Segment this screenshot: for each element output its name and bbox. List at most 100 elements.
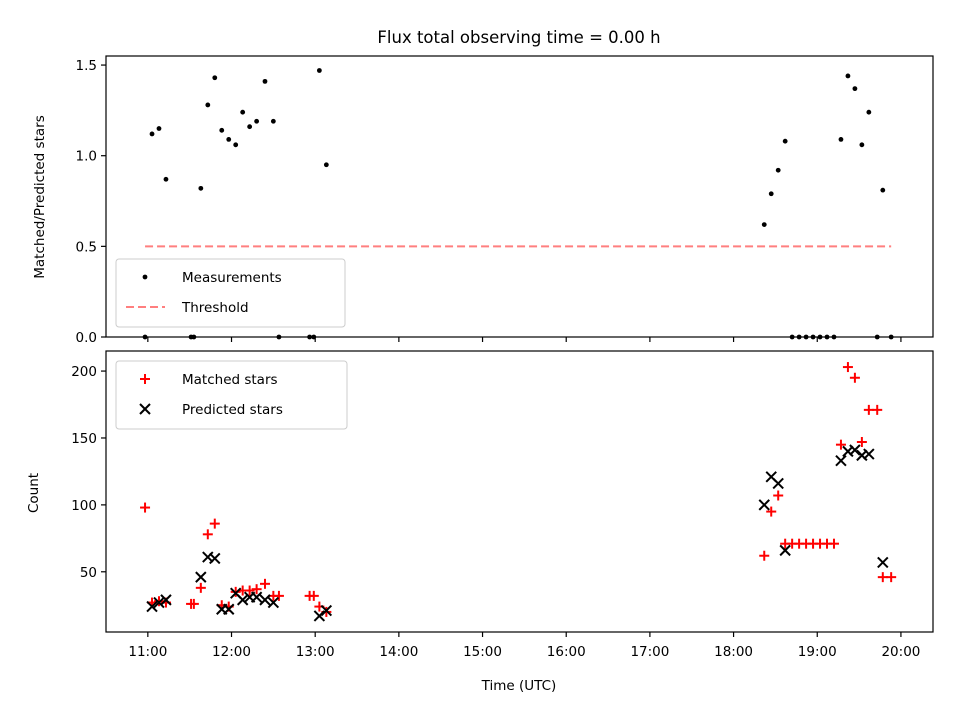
bottom-matched-point xyxy=(308,590,319,601)
top-point xyxy=(212,75,218,81)
bottom-predicted-point xyxy=(779,544,791,557)
bottom-matched-point xyxy=(886,572,897,583)
top-y-tick-label: 1.5 xyxy=(76,58,97,74)
top-point xyxy=(761,222,767,228)
bottom-predicted-point xyxy=(209,552,221,565)
bottom-legend: Matched stars Predicted stars xyxy=(115,360,348,430)
top-point xyxy=(316,68,322,73)
top-legend-dot-swatch xyxy=(142,274,148,280)
bottom-matched-point xyxy=(244,585,255,596)
bottom-predicted-point xyxy=(153,596,165,609)
bottom-predicted-point xyxy=(313,610,326,622)
bottom-plot-area xyxy=(140,362,897,622)
bottom-matched-point xyxy=(209,518,220,529)
top-point xyxy=(198,185,204,191)
bottom-predicted-point xyxy=(835,455,847,467)
bottom-predicted-point xyxy=(195,571,207,583)
bottom-series-0 xyxy=(140,362,897,617)
top-point xyxy=(775,167,781,173)
bottom-matched-point xyxy=(759,550,770,561)
top-point xyxy=(240,109,246,115)
bottom-predicted-point xyxy=(160,594,172,606)
bottom-y-tick-label: 100 xyxy=(71,498,97,514)
top-point xyxy=(149,131,155,137)
bottom-x-tick-label: 12:00 xyxy=(212,644,251,660)
bottom-predicted-point xyxy=(849,444,861,456)
bottom-matched-point xyxy=(202,529,213,540)
bottom-matched-point xyxy=(766,506,777,517)
bottom-predicted-point xyxy=(267,596,280,609)
bottom-legend-cross-swatch xyxy=(139,403,151,415)
top-point xyxy=(838,136,844,142)
top-point xyxy=(226,136,232,142)
bottom-predicted-point xyxy=(863,448,875,460)
top-point xyxy=(205,102,211,108)
bottom-matched-point xyxy=(140,502,151,513)
bottom-x-tick-label: 17:00 xyxy=(630,644,669,660)
bottom-matched-point xyxy=(856,436,867,447)
bottom-matched-point xyxy=(195,582,206,593)
bottom-y-tick-label: 50 xyxy=(80,565,97,581)
bottom-matched-point xyxy=(273,590,284,601)
bottom-matched-point xyxy=(872,404,883,415)
bottom-matched-point xyxy=(835,439,846,450)
top-point xyxy=(163,176,169,182)
top-point xyxy=(219,127,225,133)
top-plot-area xyxy=(142,68,894,340)
bottom-x-tick-label: 13:00 xyxy=(296,644,335,660)
count-panel: 50 100 150 200 11:00 12:00 13:00 14:00 15:00 16:0… xyxy=(71,350,934,660)
bottom-matched-point xyxy=(188,598,199,609)
bottom-legend-label: Matched stars xyxy=(182,372,278,388)
top-legend-label: Threshold xyxy=(181,300,249,316)
top-legend-entry: Threshold xyxy=(126,300,249,316)
top-axes-frame xyxy=(105,55,934,338)
bottom-predicted-point xyxy=(223,603,235,615)
bottom-legend-entry: Matched stars xyxy=(140,372,278,388)
bottom-predicted-point xyxy=(772,477,784,490)
bottom-matched-point xyxy=(849,372,860,383)
top-y-tick-label: 0.5 xyxy=(76,239,97,255)
top-point xyxy=(156,126,162,131)
bottom-y-tick-label: 150 xyxy=(71,431,97,447)
bottom-x-tick-label: 14:00 xyxy=(379,644,418,660)
bottom-matched-point xyxy=(863,404,874,415)
bottom-matched-point xyxy=(259,578,270,589)
bottom-predicted-point xyxy=(877,556,889,569)
bottom-legend-box xyxy=(115,360,348,430)
top-point xyxy=(254,118,260,124)
bottom-x-tick-label: 11:00 xyxy=(128,644,167,660)
top-point xyxy=(880,187,886,193)
bottom-y-tick-label: 200 xyxy=(71,364,97,380)
bottom-matched-point xyxy=(877,572,888,583)
top-point xyxy=(768,191,774,197)
bottom-predicted-point xyxy=(250,591,263,603)
top-legend-label: Measurements xyxy=(182,270,282,286)
top-chart-title: Flux total observing time = 0.00 h xyxy=(377,28,660,47)
ratio-panel: 0.0 0.5 1.0 1.5 Measurements Threshold xyxy=(76,55,934,346)
bottom-predicted-point xyxy=(320,604,333,617)
bottom-x-tick-label: 18:00 xyxy=(714,644,753,660)
top-point xyxy=(852,86,858,92)
bottom-y-axis-label: Count xyxy=(26,473,42,513)
bottom-legend-entry: Predicted stars xyxy=(139,402,283,418)
top-point xyxy=(859,142,865,148)
top-point xyxy=(845,73,851,79)
top-point xyxy=(323,162,329,168)
top-point xyxy=(782,138,788,144)
bottom-axes-frame xyxy=(105,350,934,633)
x-axis-label: Time (UTC) xyxy=(481,678,557,694)
bottom-legend-plus-swatch xyxy=(140,374,150,384)
top-point xyxy=(270,118,276,124)
top-point xyxy=(233,142,239,148)
bottom-matched-point xyxy=(828,538,839,549)
bottom-legend-label: Predicted stars xyxy=(182,402,283,418)
top-legend: Measurements Threshold xyxy=(115,258,346,328)
bottom-predicted-point xyxy=(259,594,271,606)
bottom-series-1 xyxy=(146,444,889,622)
top-y-axis-label: Matched/Predicted stars xyxy=(32,115,48,278)
bottom-x-tick-label: 15:00 xyxy=(463,644,502,660)
top-legend-box xyxy=(115,258,346,328)
bottom-predicted-point xyxy=(146,600,158,613)
bottom-matched-point xyxy=(773,490,784,501)
